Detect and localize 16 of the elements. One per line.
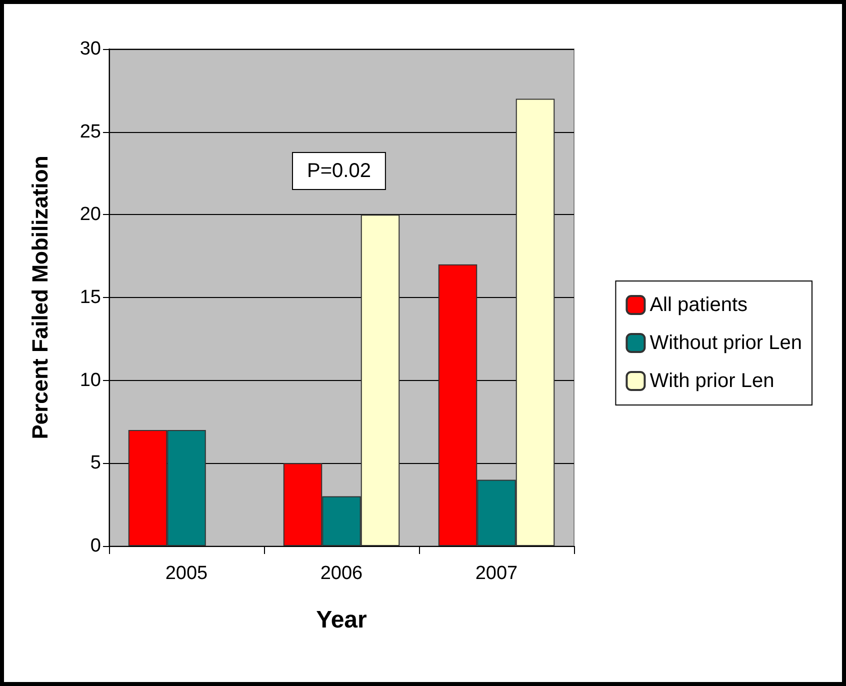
y-tick-label: 5 xyxy=(90,452,101,474)
x-tick-label: 2007 xyxy=(475,563,518,584)
y-tick-label: 20 xyxy=(80,204,101,226)
legend-label: Without prior Len xyxy=(650,332,802,354)
legend-label: All patients xyxy=(650,294,748,316)
y-tick-label: 15 xyxy=(80,287,101,308)
x-tick-label: 2005 xyxy=(165,563,208,584)
x-axis-title: Year xyxy=(316,606,367,634)
y-axis-title: Percent Failed Mobilization xyxy=(28,156,52,440)
legend-label: With prior Len xyxy=(650,370,774,392)
y-tick-label: 10 xyxy=(80,370,101,391)
y-tick-label: 25 xyxy=(80,121,101,142)
annotation: P=0.02 xyxy=(307,160,371,182)
x-tick-label: 2006 xyxy=(320,563,363,584)
y-tick-label: 0 xyxy=(90,536,101,556)
y-tick-label: 30 xyxy=(80,38,101,60)
